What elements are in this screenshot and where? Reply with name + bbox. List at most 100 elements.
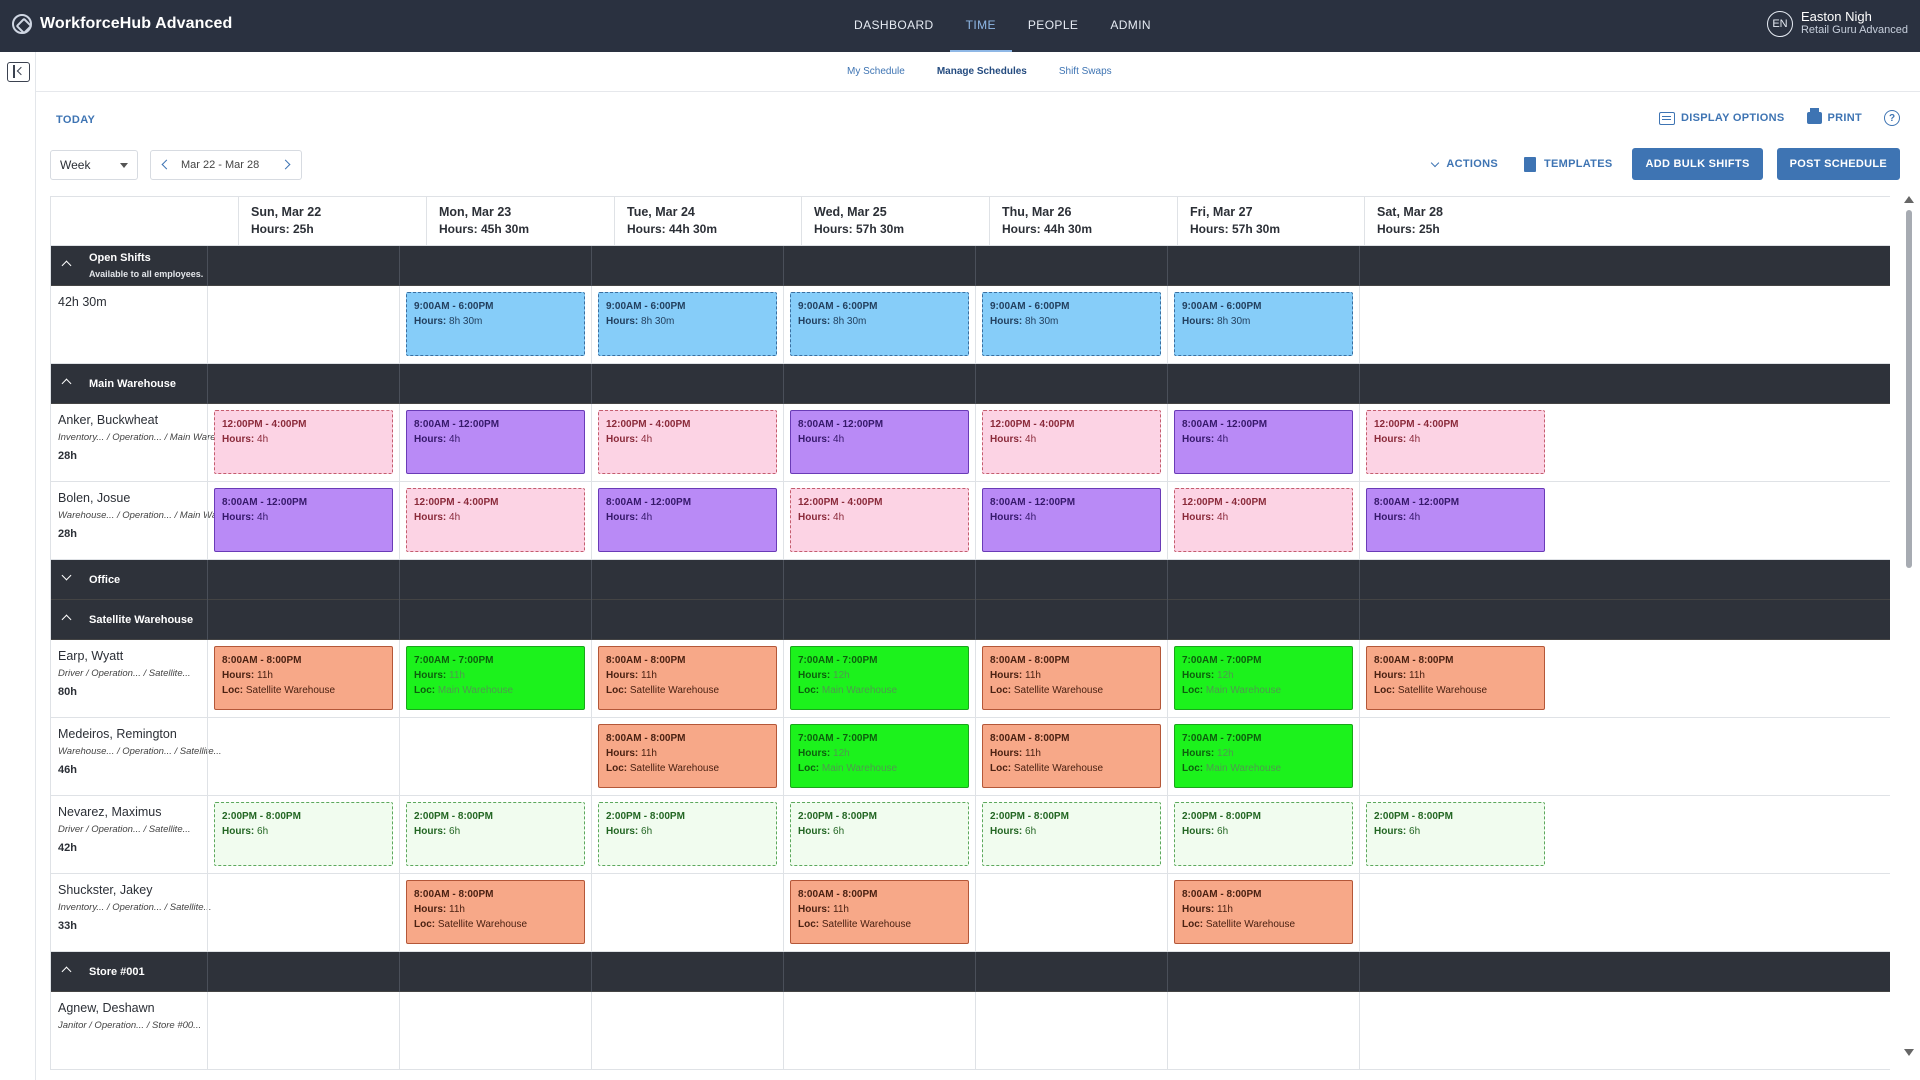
schedule-cell[interactable]: 9:00AM - 6:00PM Hours: 8h 30m <box>783 286 975 363</box>
shift-card[interactable]: 8:00AM - 12:00PM Hours: 4h <box>406 410 585 474</box>
chevron-down-icon[interactable] <box>61 570 72 581</box>
nav-dashboard[interactable]: DASHBOARD <box>854 18 934 32</box>
vertical-scrollbar[interactable] <box>1904 196 1914 1056</box>
schedule-cell[interactable] <box>399 992 591 1069</box>
shift-card[interactable]: 8:00AM - 8:00PM Hours: 11h Loc: Satellite … <box>982 646 1161 710</box>
schedule-cell[interactable]: 2:00PM - 8:00PM Hours: 6h <box>975 796 1167 873</box>
schedule-cell[interactable]: 2:00PM - 8:00PM Hours: 6h <box>399 796 591 873</box>
day-header[interactable]: Thu, Mar 26 Hours: 44h 30m <box>989 197 1177 246</box>
actions-button[interactable]: ACTIONS <box>1426 158 1504 170</box>
schedule-cell[interactable]: 8:00AM - 8:00PM Hours: 11h Loc: Satellite … <box>1167 874 1359 951</box>
view-select[interactable]: Week <box>50 150 138 180</box>
day-header[interactable]: Mon, Mar 23 Hours: 45h 30m <box>426 197 614 246</box>
shift-card[interactable]: 8:00AM - 8:00PM Hours: 11h Loc: Satellite … <box>214 646 393 710</box>
schedule-cell[interactable]: 8:00AM - 12:00PM Hours: 4h <box>1167 404 1359 481</box>
schedule-cell[interactable] <box>783 992 975 1069</box>
schedule-cell[interactable]: 7:00AM - 7:00PM Hours: 12h Loc: Main Wareh… <box>783 718 975 795</box>
subnav-shift-swaps[interactable]: Shift Swaps <box>1058 66 1112 77</box>
shift-card[interactable]: 12:00PM - 4:00PM Hours: 4h <box>598 410 777 474</box>
schedule-cell[interactable] <box>207 992 399 1069</box>
schedule-cell[interactable]: 8:00AM - 12:00PM Hours: 4h <box>975 482 1167 559</box>
schedule-cell[interactable]: 2:00PM - 8:00PM Hours: 6h <box>1359 796 1551 873</box>
schedule-cell[interactable]: 9:00AM - 6:00PM Hours: 8h 30m <box>591 286 783 363</box>
group-row-main[interactable]: Main Warehouse <box>51 364 1890 404</box>
shift-card[interactable]: 8:00AM - 8:00PM Hours: 11h Loc: Satellite … <box>406 880 585 944</box>
schedule-cell[interactable]: 8:00AM - 8:00PM Hours: 11h Loc: Satellite … <box>975 640 1167 717</box>
nav-admin[interactable]: ADMIN <box>1110 18 1151 32</box>
shift-card[interactable]: 12:00PM - 4:00PM Hours: 4h <box>790 488 969 552</box>
schedule-cell[interactable]: 12:00PM - 4:00PM Hours: 4h <box>207 404 399 481</box>
group-row-store[interactable]: Store #001 <box>51 952 1890 992</box>
print-button[interactable]: PRINT <box>1806 108 1863 124</box>
sidebar-toggle-icon[interactable] <box>7 62 30 82</box>
chevron-right-icon[interactable] <box>280 159 291 170</box>
schedule-cell[interactable] <box>207 874 399 951</box>
shift-card[interactable]: 12:00PM - 4:00PM Hours: 4h <box>1366 410 1545 474</box>
schedule-cell[interactable]: 7:00AM - 7:00PM Hours: 12h Loc: Main Wareh… <box>1167 718 1359 795</box>
group-row-open[interactable]: Open Shifts Available to all employees. <box>51 246 1890 286</box>
day-header[interactable]: Wed, Mar 25 Hours: 57h 30m <box>801 197 989 246</box>
schedule-cell[interactable]: 8:00AM - 12:00PM Hours: 4h <box>783 404 975 481</box>
shift-card[interactable]: 12:00PM - 4:00PM Hours: 4h <box>1174 488 1353 552</box>
schedule-cell[interactable]: 7:00AM - 7:00PM Hours: 12h Loc: Main Wareh… <box>1167 640 1359 717</box>
schedule-cell[interactable]: 12:00PM - 4:00PM Hours: 4h <box>1359 404 1551 481</box>
schedule-cell[interactable]: 9:00AM - 6:00PM Hours: 8h 30m <box>975 286 1167 363</box>
shift-card[interactable]: 12:00PM - 4:00PM Hours: 4h <box>982 410 1161 474</box>
schedule-cell[interactable]: 8:00AM - 12:00PM Hours: 4h <box>1359 482 1551 559</box>
day-header[interactable]: Sat, Mar 28 Hours: 25h <box>1364 197 1552 246</box>
shift-card[interactable]: 8:00AM - 12:00PM Hours: 4h <box>214 488 393 552</box>
day-header[interactable]: Sun, Mar 22 Hours: 25h <box>238 197 426 246</box>
subnav-manage-schedules[interactable]: Manage Schedules <box>936 66 1027 77</box>
employee-info-cell[interactable]: Anker, Buckwheat Inventory... / Operation… <box>51 404 223 481</box>
shift-card[interactable]: 8:00AM - 12:00PM Hours: 4h <box>1366 488 1545 552</box>
add-bulk-shifts-button[interactable]: ADD BULK SHIFTS <box>1632 148 1763 180</box>
schedule-cell[interactable]: 12:00PM - 4:00PM Hours: 4h <box>975 404 1167 481</box>
schedule-cell[interactable]: 8:00AM - 8:00PM Hours: 11h Loc: Satellite … <box>591 718 783 795</box>
schedule-cell[interactable] <box>591 992 783 1069</box>
chevron-up-icon[interactable] <box>61 966 72 977</box>
user-menu[interactable]: EN Easton Nigh Retail Guru Advanced <box>1766 10 1908 37</box>
shift-card[interactable]: 8:00AM - 8:00PM Hours: 11h Loc: Satellite … <box>982 724 1161 788</box>
shift-card[interactable]: 2:00PM - 8:00PM Hours: 6h <box>1366 802 1545 866</box>
employee-info-cell[interactable]: Medeiros, Remington Warehouse... / Operat… <box>51 718 222 795</box>
schedule-cell[interactable]: 12:00PM - 4:00PM Hours: 4h <box>399 482 591 559</box>
schedule-cell[interactable] <box>975 992 1167 1069</box>
shift-card[interactable]: 7:00AM - 7:00PM Hours: 12h Loc: Main Wareh… <box>790 646 969 710</box>
schedule-cell[interactable]: 9:00AM - 6:00PM Hours: 8h 30m <box>1167 286 1359 363</box>
shift-card[interactable]: 8:00AM - 12:00PM Hours: 4h <box>598 488 777 552</box>
schedule-cell[interactable]: 8:00AM - 8:00PM Hours: 11h Loc: Satellite … <box>783 874 975 951</box>
shift-card[interactable]: 9:00AM - 6:00PM Hours: 8h 30m <box>406 292 585 356</box>
shift-card[interactable]: 8:00AM - 12:00PM Hours: 4h <box>790 410 969 474</box>
schedule-cell[interactable] <box>1359 286 1551 363</box>
help-icon[interactable]: ? <box>1884 110 1900 126</box>
schedule-cell[interactable] <box>1359 992 1551 1069</box>
scroll-down-icon[interactable] <box>1904 1049 1914 1056</box>
schedule-cell[interactable] <box>399 718 591 795</box>
nav-time[interactable]: TIME <box>949 0 1012 52</box>
shift-card[interactable]: 2:00PM - 8:00PM Hours: 6h <box>214 802 393 866</box>
employee-info-cell[interactable]: Earp, Wyatt Driver / Operation... / Satel… <box>51 640 207 717</box>
group-row-satellite[interactable]: Satellite Warehouse <box>51 600 1890 640</box>
nav-people[interactable]: PEOPLE <box>1027 18 1079 32</box>
shift-card[interactable]: 9:00AM - 6:00PM Hours: 8h 30m <box>598 292 777 356</box>
schedule-cell[interactable]: 12:00PM - 4:00PM Hours: 4h <box>591 404 783 481</box>
schedule-cell[interactable]: 8:00AM - 8:00PM Hours: 11h Loc: Satellite … <box>399 874 591 951</box>
schedule-cell[interactable]: 8:00AM - 8:00PM Hours: 11h Loc: Satellite … <box>207 640 399 717</box>
brand[interactable]: WorkforceHub Advanced <box>12 14 232 34</box>
schedule-cell[interactable]: 2:00PM - 8:00PM Hours: 6h <box>591 796 783 873</box>
shift-card[interactable]: 8:00AM - 8:00PM Hours: 11h Loc: Satellite … <box>598 724 777 788</box>
subnav-my-schedule[interactable]: My Schedule <box>847 66 905 77</box>
chevron-left-icon[interactable] <box>161 159 172 170</box>
date-range[interactable]: Mar 22 - Mar 28 <box>181 159 260 171</box>
avatar[interactable]: EN <box>1766 10 1793 37</box>
schedule-cell[interactable]: 8:00AM - 12:00PM Hours: 4h <box>591 482 783 559</box>
schedule-cell[interactable]: 8:00AM - 8:00PM Hours: 11h Loc: Satellite … <box>975 718 1167 795</box>
schedule-cell[interactable] <box>591 874 783 951</box>
display-options-button[interactable]: DISPLAY OPTIONS <box>1658 111 1785 125</box>
employee-info-cell[interactable]: Bolen, Josue Warehouse... / Operation... … <box>51 482 233 559</box>
day-header[interactable]: Tue, Mar 24 Hours: 44h 30m <box>614 197 802 246</box>
shift-card[interactable]: 7:00AM - 7:00PM Hours: 12h Loc: Main Wareh… <box>1174 646 1353 710</box>
schedule-cell[interactable]: 7:00AM - 7:00PM Hours: 12h Loc: Main Wareh… <box>783 640 975 717</box>
shift-card[interactable]: 2:00PM - 8:00PM Hours: 6h <box>406 802 585 866</box>
shift-card[interactable]: 2:00PM - 8:00PM Hours: 6h <box>1174 802 1353 866</box>
